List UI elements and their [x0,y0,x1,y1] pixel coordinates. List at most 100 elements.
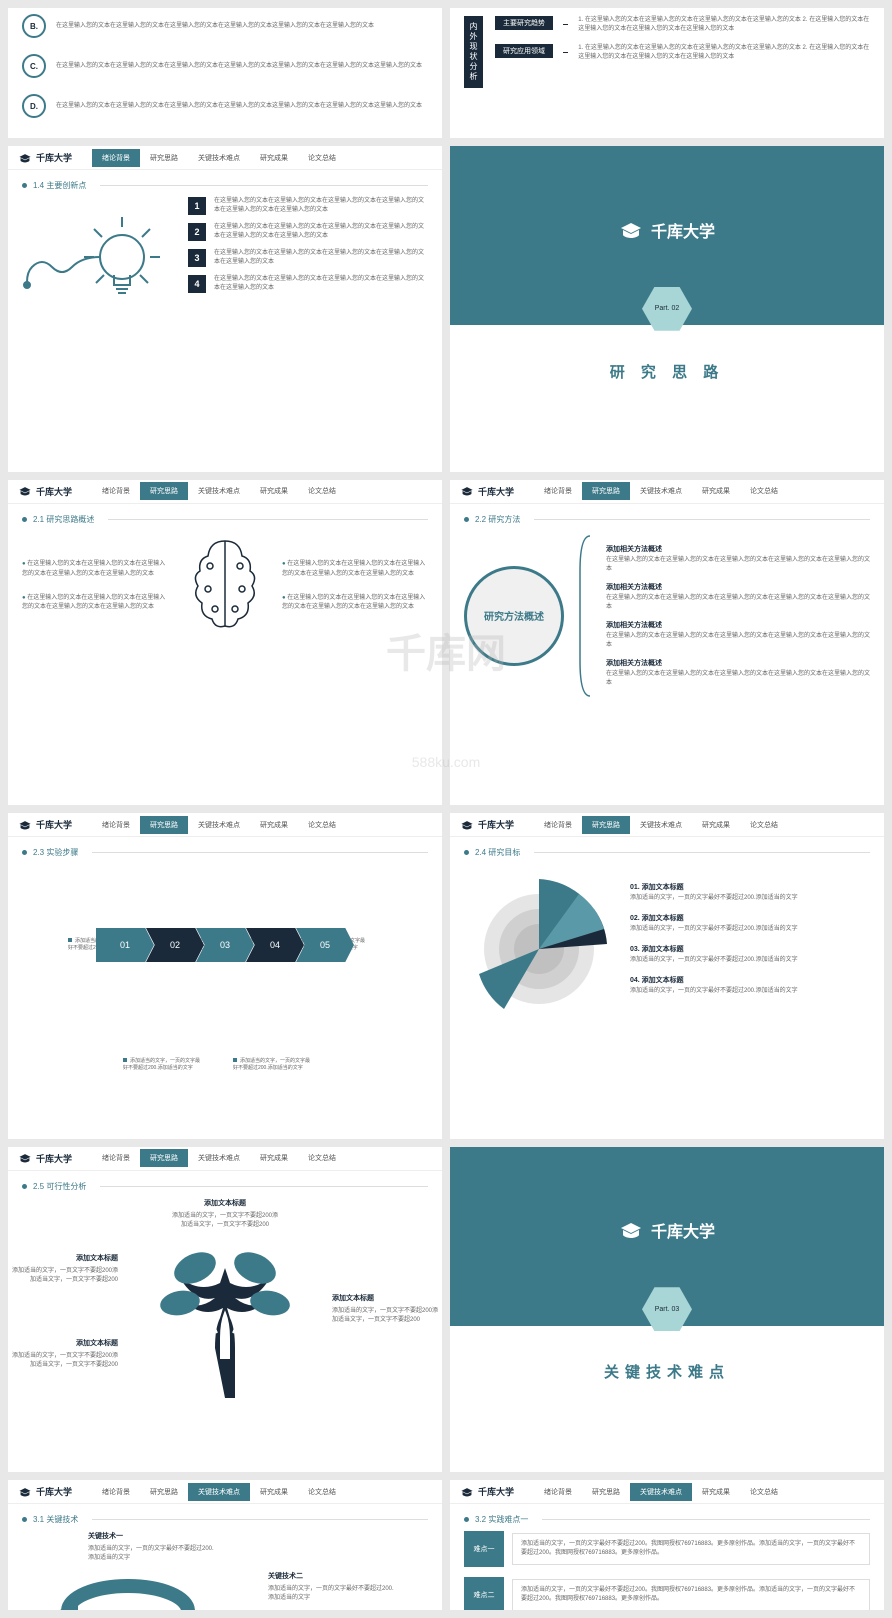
meth-t3: 添加相关方法概述 [606,620,870,630]
meth-x1: 在这里输入您的文本在这里输入您的文本在这里输入您的文本在这里输入您的文本在这里输… [606,556,870,574]
tab-3[interactable]: 研究成果 [250,149,298,167]
tab-1[interactable]: 研究思路 [140,816,188,834]
tab-4[interactable]: 论文总结 [740,482,788,500]
bracket-icon [576,531,594,701]
tab-2[interactable]: 关键技术难点 [188,149,250,167]
step-1: 01 [96,928,154,962]
logo: 千库大学 [460,818,514,831]
slide-innovations: 千库大学 绪论背景 研究思路 关键技术难点 研究成果 论文总结 1.4 主要创新… [8,146,442,472]
watermark-sub: 588ku.com [412,754,480,770]
tab-1[interactable]: 研究思路 [582,1483,630,1501]
subtitle: 1.4 主要创新点 [33,180,86,191]
vertical-tag: 内外现状分析 [464,16,483,88]
meth-x4: 在这里输入您的文本在这里输入您的文本在这里输入您的文本在这里输入您的文本在这里输… [606,670,870,688]
tab-1[interactable]: 研究思路 [582,816,630,834]
tab-0[interactable]: 绪论背景 [92,482,140,500]
num-1: 1 [188,197,206,215]
label-d: D. [22,94,46,118]
slide-overview: 千库大学 绪论背景研究思路关键技术难点研究成果论文总结 2.1 研究思路概述 ●… [8,480,442,806]
logo: 千库大学 [18,1485,72,1498]
tab-1[interactable]: 研究思路 [140,482,188,500]
tab-1[interactable]: 研究思路 [140,1483,188,1501]
innov-4: 在这里输入您的文本在这里输入您的文本在这里输入您的文本在这里输入您的文本在这里输… [214,275,428,293]
tab-0[interactable]: 绪论背景 [534,816,582,834]
tab-2[interactable]: 关键技术难点 [630,816,692,834]
logo: 千库大学 [460,485,514,498]
tab-3[interactable]: 研究成果 [250,1483,298,1501]
tab-4[interactable]: 论文总结 [298,1149,346,1167]
subtitle: 2.5 可行性分析 [33,1181,86,1192]
step-3: 03 [196,928,254,962]
tab-3[interactable]: 研究成果 [250,482,298,500]
brain-icon [180,531,270,643]
num-3: 3 [188,249,206,267]
slide-grid: B.在这里输入您的文本在这里输入您的文本在这里输入您的文本在这里输入您的文本这里… [0,0,892,1618]
tab-4[interactable]: 论文总结 [298,149,346,167]
subtitle: 2.2 研究方法 [475,514,520,525]
subtitle: 3.2 实践难点一 [475,1514,528,1525]
text-c: 在这里输入您的文本在这里输入您的文本在这里输入您的文本在这里输入您的文本这里输入… [56,62,428,71]
tab-2[interactable]: 关键技术难点 [630,482,692,500]
tab-0[interactable]: 绪论背景 [92,149,140,167]
field-text: 1. 在这里输入您的文本在这里输入您的文本在这里输入您的文本在这里输入您的文本 … [578,44,870,62]
brain-r1: ● 在这里输入您的文本在这里输入您的文本在这里输入您的文本在这里输入您的文本在这… [282,560,428,579]
tab-4[interactable]: 论文总结 [298,816,346,834]
kt-1: 关键技术一添加适当的文字，一页的文字最好不要超过200.添加适当的文字 [88,1531,218,1561]
tab-2[interactable]: 关键技术难点 [188,816,250,834]
goal-t1: 01. 添加文本标题 [630,882,870,892]
trend-label: 主要研究趋势 [495,16,553,30]
diff-txt-2: 添加适当的文字，一页的文字最好不要超过200。我图网授权769716883。更多… [512,1579,870,1610]
innov-3: 在这里输入您的文本在这里输入您的文本在这里输入您的文本在这里输入您的文本在这里输… [214,249,428,267]
tab-0[interactable]: 绪论背景 [92,816,140,834]
tab-1[interactable]: 研究思路 [582,482,630,500]
section-logo: 千库大学 [619,218,715,242]
goal-t3: 03. 添加文本标题 [630,944,870,954]
tab-3[interactable]: 研究成果 [250,1149,298,1167]
tab-0[interactable]: 绪论背景 [92,1149,140,1167]
tab-0[interactable]: 绪论背景 [534,1483,582,1501]
slide-keytech: 千库大学 绪论背景研究思路关键技术难点研究成果论文总结 3.1 关键技术 关键技… [8,1480,442,1610]
tab-2[interactable]: 关键技术难点 [188,1483,250,1501]
tab-2[interactable]: 关键技术难点 [188,1149,250,1167]
section-title: 研 究 思 路 [610,361,725,382]
subtitle: 2.1 研究思路概述 [33,514,94,525]
slide-feasibility: 千库大学 绪论背景研究思路关键技术难点研究成果论文总结 2.5 可行性分析 添加… [8,1147,442,1473]
tab-3[interactable]: 研究成果 [692,1483,740,1501]
slide-section-3: 千库大学 Part. 03 关键技术难点 [450,1147,884,1473]
step-4: 04 [246,928,304,962]
tab-2[interactable]: 关键技术难点 [630,1483,692,1501]
trend-text: 1. 在这里输入您的文本在这里输入您的文本在这里输入您的文本在这里输入您的文本 … [578,16,870,34]
meth-x2: 在这里输入您的文本在这里输入您的文本在这里输入您的文本在这里输入您的文本在这里输… [606,594,870,612]
tab-3[interactable]: 研究成果 [692,816,740,834]
tab-4[interactable]: 论文总结 [298,1483,346,1501]
step-label-b2: 添加适当的文字，一页的文字最好不要超过200.添加适当的文字 [233,1058,313,1072]
tab-1[interactable]: 研究思路 [140,149,188,167]
goal-x1: 添加适当的文字，一页的文字最好不要超过200.添加适当的文字 [630,894,870,903]
tree-left: 添加文本标题添加适当的文字，一页文字不要超200添加适当文字，一页文字不要超20… [8,1253,118,1283]
step-label-b1: 添加适当的文字，一页的文字最好不要超过200.添加适当的文字 [123,1058,203,1072]
meth-t2: 添加相关方法概述 [606,582,870,592]
tab-1[interactable]: 研究思路 [140,1149,188,1167]
tree-top: 添加文本标题添加适当的文字，一页文字不要超200添加适当文字，一页文字不要超20… [170,1198,280,1228]
slide-goals: 千库大学 绪论背景研究思路关键技术难点研究成果论文总结 2.4 研究目标 01.… [450,813,884,1139]
num-4: 4 [188,275,206,293]
tab-0[interactable]: 绪论背景 [92,1483,140,1501]
tab-2[interactable]: 关键技术难点 [188,482,250,500]
goal-x2: 添加适当的文字，一页的文字最好不要超过200.添加适当的文字 [630,925,870,934]
innov-2: 在这里输入您的文本在这里输入您的文本在这里输入您的文本在这里输入您的文本在这里输… [214,223,428,241]
tree-right: 添加文本标题添加适当的文字，一页文字不要超200添加适当文字，一页文字不要超20… [332,1293,442,1323]
section-logo: 千库大学 [619,1218,715,1242]
meth-t1: 添加相关方法概述 [606,544,870,554]
tab-4[interactable]: 论文总结 [298,482,346,500]
brain-r2: ● 在这里输入您的文本在这里输入您的文本在这里输入您的文本在这里输入您的文本在这… [282,594,428,613]
tab-3[interactable]: 研究成果 [692,482,740,500]
tab-3[interactable]: 研究成果 [250,816,298,834]
diff-tag-1: 难点一 [464,1531,504,1567]
method-circle: 研究方法概述 [464,566,564,666]
goal-x4: 添加适当的文字，一页的文字最好不要超过200.添加适当的文字 [630,987,870,996]
tab-4[interactable]: 论文总结 [740,816,788,834]
tab-4[interactable]: 论文总结 [740,1483,788,1501]
label-c: C. [22,54,46,78]
tab-0[interactable]: 绪论背景 [534,482,582,500]
subtitle: 2.4 研究目标 [475,847,520,858]
